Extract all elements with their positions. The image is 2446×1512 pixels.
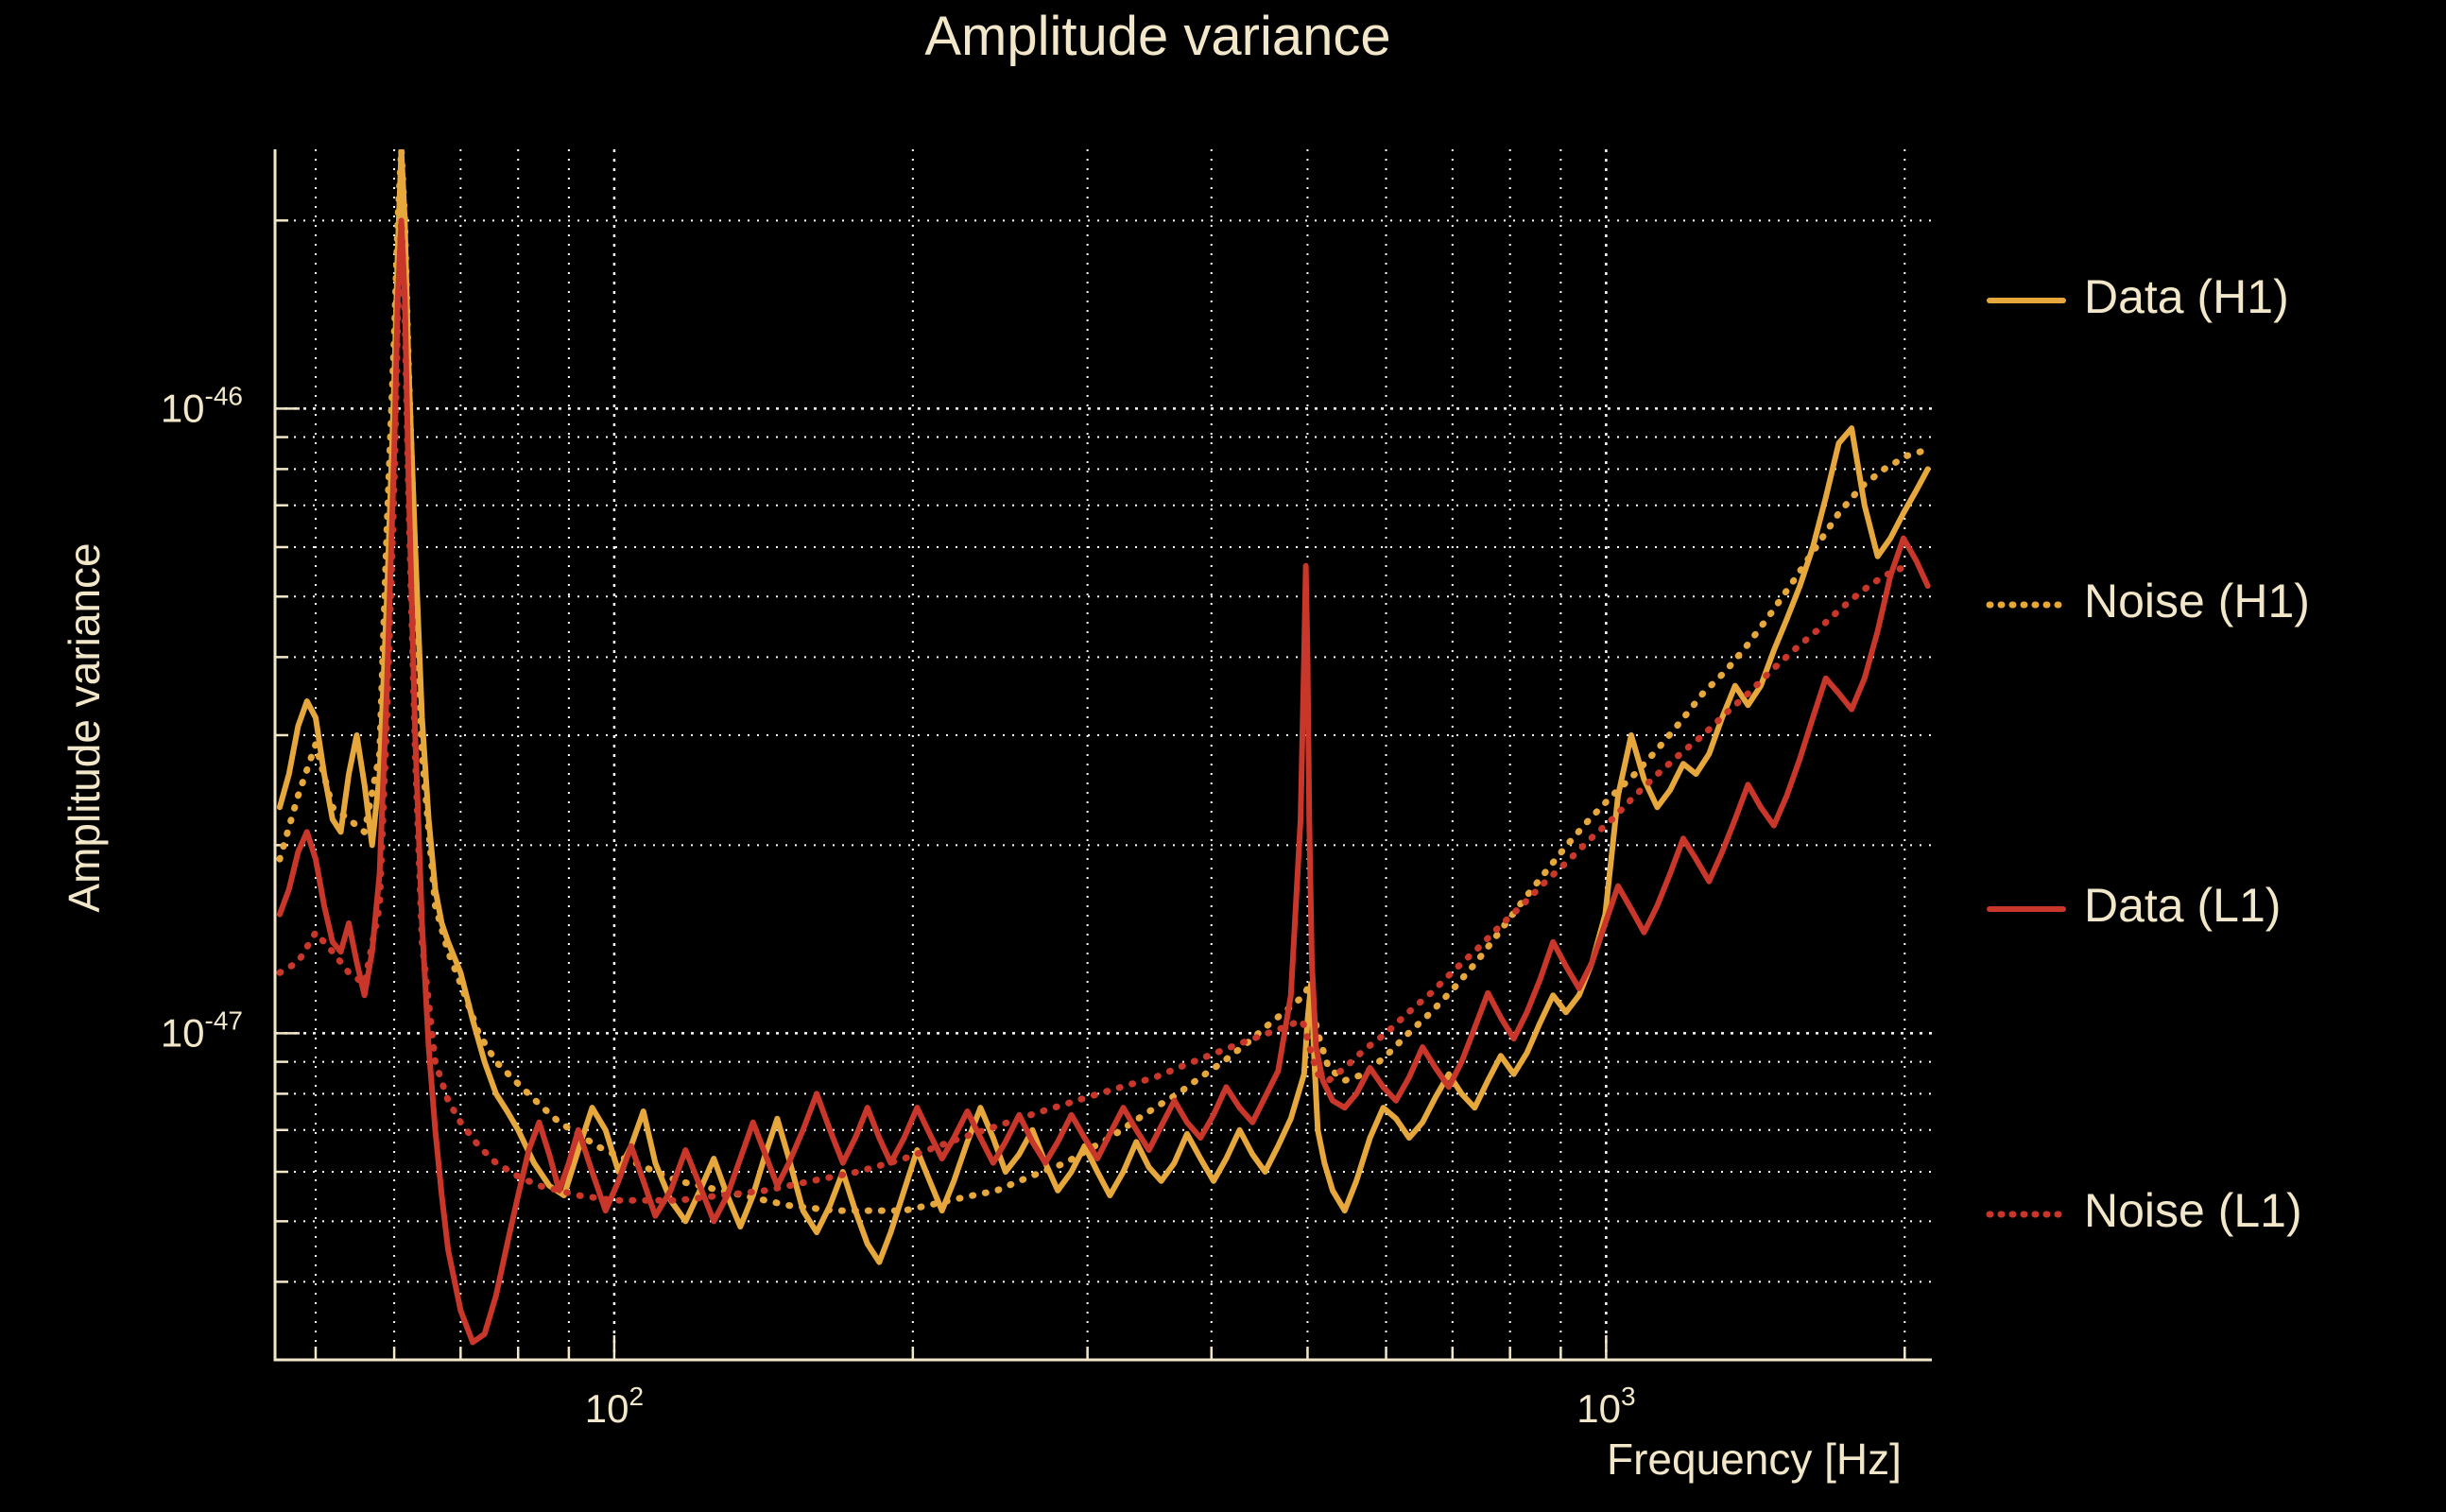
plot-frame [273,149,1932,1362]
grid-major-layer [275,149,1932,1360]
series-noise-h1 [276,149,1932,1214]
series-noise-l1 [276,216,1911,1204]
y-axis-title: Amplitude variance [60,542,109,912]
axis-tick-label: 10-47 [161,1005,243,1055]
legend: Data (H1) Noise (H1) Data (L1) Noise (L1) [1986,270,2310,1237]
tick-label-layer: 10-46 10-47 102 103 [161,381,1636,1431]
legend-label-data-l1: Data (L1) [2084,879,2281,932]
legend-label-data-h1: Data (H1) [2084,270,2289,323]
grid-minor-layer [275,149,1932,1361]
axis-tick-label: 103 [1576,1382,1635,1431]
legend-label-noise-h1: Noise (H1) [2084,575,2310,627]
series-data-l1 [276,217,1931,1346]
series-data-h1 [276,149,1931,1265]
axis-tick-label: 102 [585,1382,644,1431]
series-layer [276,149,1932,1346]
axis-tick-label: 10-46 [161,381,243,430]
page-title: Amplitude variance [924,6,1390,67]
legend-label-noise-l1: Noise (L1) [2084,1184,2302,1237]
x-axis-title: Frequency [Hz] [1607,1435,1902,1484]
tick-layer [275,219,1906,1362]
